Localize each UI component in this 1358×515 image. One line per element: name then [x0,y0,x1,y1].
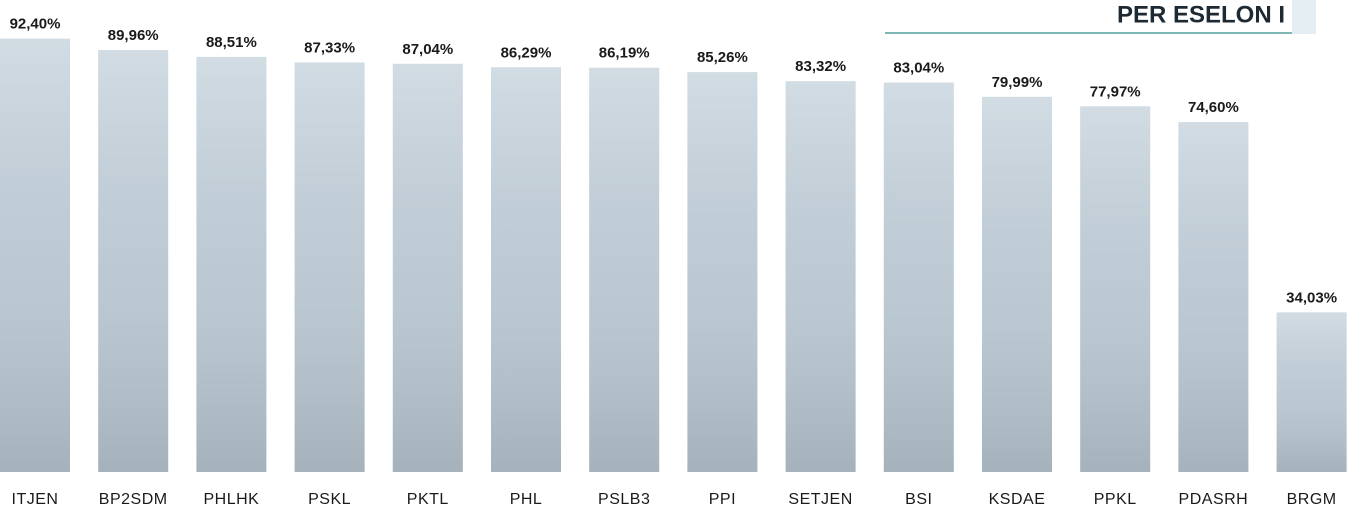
bar [982,97,1052,472]
bar [1080,106,1150,472]
bar [393,64,463,472]
value-label: 87,33% [304,39,355,56]
x-tick-label: PPI [709,491,736,508]
value-label: 86,29% [501,44,552,61]
title-tab [1292,0,1316,34]
value-label: 86,19% [599,45,650,62]
x-tick-label: PPKL [1094,491,1137,508]
value-label: 89,96% [108,27,159,44]
x-tick-label: PKTL [407,491,449,508]
bar [1178,122,1248,472]
value-label: 88,51% [206,34,257,51]
value-label: 92,40% [10,16,61,33]
bar [786,81,856,472]
chart: PER ESELON I 92,40% ITJEN 89,96% BP2SDM 88,5… [0,0,1358,515]
chart-title: PER ESELON I [1117,1,1285,28]
x-tick-label: KSDAE [989,491,1046,508]
x-tick-label: BP2SDM [99,491,168,508]
x-tick-label: SETJEN [788,491,852,508]
x-tick-label: ITJEN [12,491,59,508]
x-tick-label: PHLHK [203,491,259,508]
value-label: 85,26% [697,49,748,66]
x-tick-label: PHL [510,491,543,508]
value-label: 77,97% [1090,83,1141,100]
bar [589,68,659,472]
bar [687,72,757,472]
bar [491,67,561,472]
bar [98,50,168,472]
x-tick-label: PDASRH [1179,491,1249,508]
bar [0,39,70,472]
value-label: 74,60% [1188,99,1239,116]
bar [295,62,365,472]
x-tick-label: PSLB3 [598,491,650,508]
x-tick-label: PSKL [308,491,351,508]
value-label: 79,99% [992,74,1043,91]
bar [1277,312,1347,472]
value-label: 87,04% [402,41,453,58]
x-tick-label: BSI [905,491,932,508]
value-label: 34,03% [1286,289,1337,306]
x-tick-label: BRGM [1287,491,1337,508]
value-label: 83,32% [795,58,846,75]
value-label: 83,04% [893,60,944,77]
bar [884,83,954,472]
bar [196,57,266,472]
